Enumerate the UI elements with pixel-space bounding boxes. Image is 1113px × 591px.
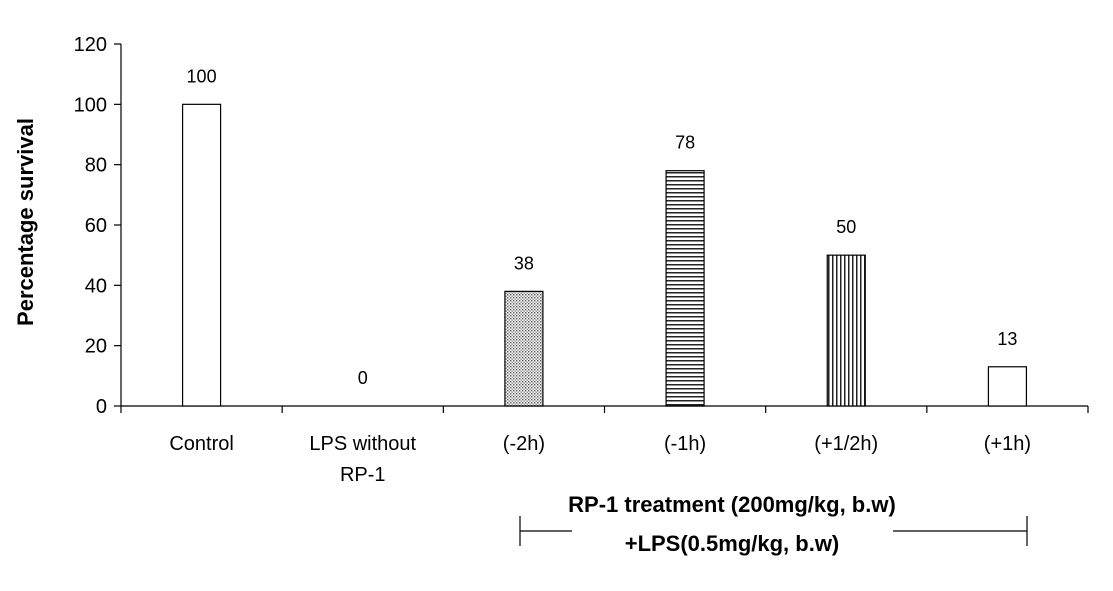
- x-tick-label: (+1/2h): [814, 433, 878, 455]
- bar: [826, 254, 866, 407]
- annotation-line-1: RP-1 treatment (200mg/kg, b.w): [568, 492, 896, 517]
- x-tick-label: (-2h): [503, 433, 545, 455]
- data-label: 13: [997, 329, 1017, 349]
- bar: [665, 170, 705, 407]
- y-axis-title: Percentage survival: [13, 118, 38, 326]
- x-tick-label: LPS without: [309, 433, 416, 455]
- bar: [987, 366, 1028, 407]
- data-label: 50: [836, 217, 856, 237]
- y-tick-label: 20: [85, 336, 107, 358]
- y-tick-label: 40: [85, 275, 107, 297]
- y-tick-label: 60: [85, 215, 107, 237]
- y-axis: 0 20 40 60 80 100 120: [74, 34, 122, 418]
- treatment-annotation: RP-1 treatment (200mg/kg, b.w) +LPS(0.5m…: [519, 492, 1028, 556]
- data-label: 38: [514, 253, 534, 273]
- x-tick-label: (-1h): [664, 433, 706, 455]
- bar: [181, 103, 222, 407]
- y-tick-label: 120: [74, 34, 107, 56]
- bar: [504, 290, 544, 407]
- x-tick-label: RP-1: [340, 464, 386, 486]
- bars: [181, 103, 1028, 407]
- y-tick-label: 80: [85, 155, 107, 177]
- data-label: 100: [187, 66, 217, 86]
- data-label: 78: [675, 133, 695, 153]
- x-tick-label: (+1h): [984, 433, 1031, 455]
- data-label: 0: [358, 368, 368, 388]
- y-tick-label: 0: [96, 396, 107, 418]
- annotation-line-2: +LPS(0.5mg/kg, b.w): [625, 531, 840, 556]
- y-tick-label: 100: [74, 94, 107, 116]
- x-axis: Control LPS without RP-1 (-2h) (-1h) (+1/2h) (…: [120, 405, 1089, 486]
- x-tick-label: Control: [169, 433, 233, 455]
- data-labels: 100 0 38 78 50 13: [187, 66, 1018, 388]
